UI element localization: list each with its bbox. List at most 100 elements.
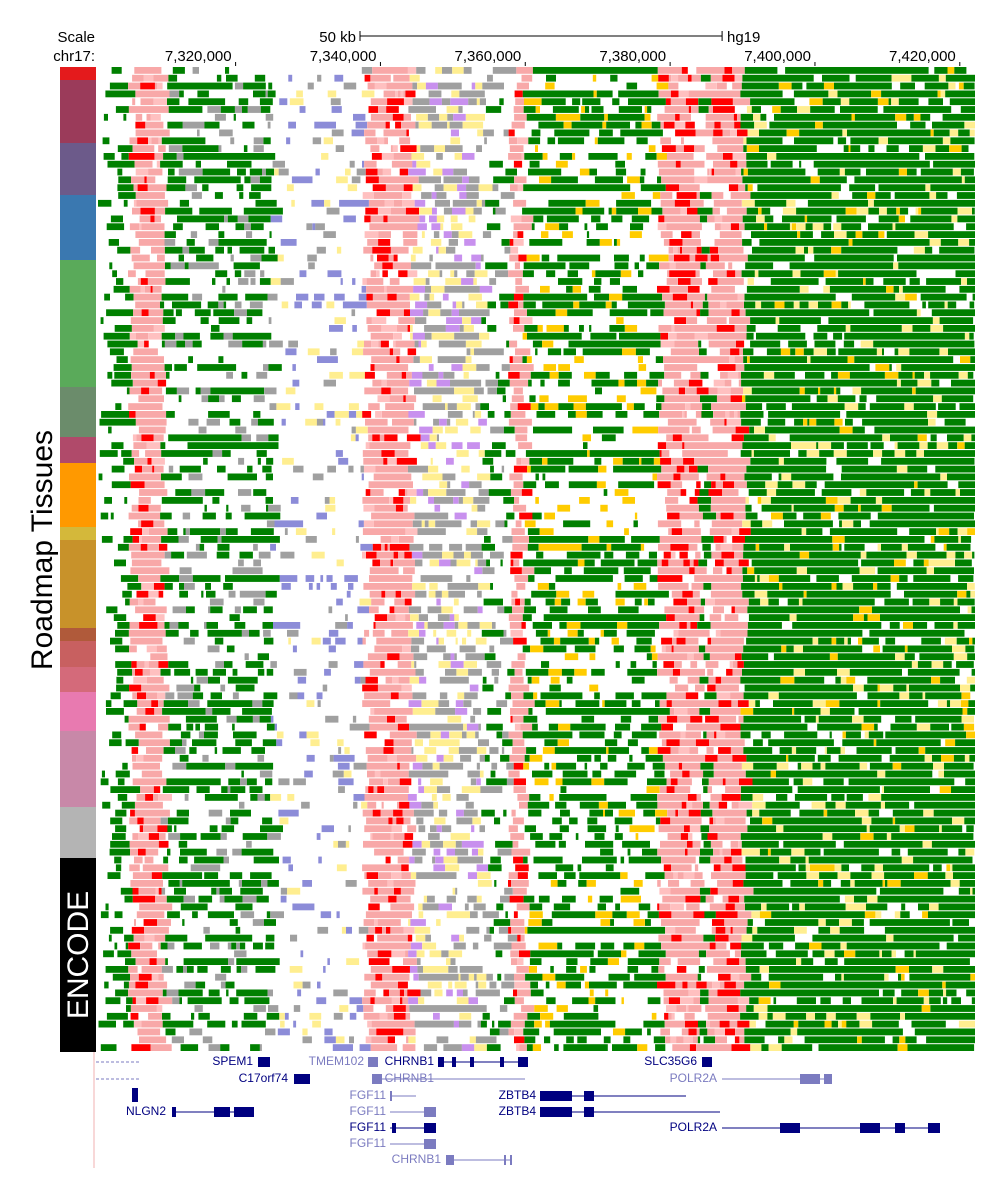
chromatin-segment <box>647 778 667 786</box>
chromatin-segment <box>451 934 460 942</box>
chromatin-segment <box>381 801 384 809</box>
chromatin-segment <box>269 340 283 348</box>
chromatin-segment <box>528 966 537 973</box>
chromatin-segment <box>153 325 165 332</box>
chromatin-segment <box>232 848 242 856</box>
chromatin-segment <box>243 606 257 614</box>
chromatin-segment <box>384 137 388 145</box>
chromatin-segment <box>524 153 543 160</box>
chromatin-segment <box>416 113 428 121</box>
chromatin-segment <box>559 825 569 833</box>
chromatin-segment <box>695 254 708 262</box>
chromatin-segment <box>468 215 476 223</box>
chromatin-segment <box>370 254 374 262</box>
chromatin-segment <box>658 379 662 387</box>
chromatin-segment <box>253 489 267 496</box>
chromatin-segment <box>424 293 430 301</box>
chromatin-segment <box>524 98 542 106</box>
chromatin-segment <box>186 551 207 559</box>
chromatin-segment <box>256 371 268 379</box>
chromatin-segment <box>327 465 336 473</box>
chromatin-segment <box>739 958 746 965</box>
chromatin-segment <box>114 942 118 950</box>
chromatin-segment <box>921 1005 931 1012</box>
chromatin-segment <box>391 997 400 1005</box>
chromatin-segment <box>243 145 248 152</box>
gene-exon <box>214 1107 230 1117</box>
chromatin-segment <box>777 325 801 332</box>
chromatin-segment <box>958 1020 975 1028</box>
chromatin-segment <box>133 348 158 356</box>
chromatin-segment <box>198 426 207 434</box>
chromatin-segment <box>318 856 322 864</box>
chromatin-segment <box>543 645 567 653</box>
chromatin-segment <box>128 966 138 973</box>
chromatin-segment <box>245 293 268 301</box>
chromatin-segment <box>676 192 697 199</box>
chromatin-segment <box>510 551 523 559</box>
chromatin-segment <box>863 278 866 285</box>
chromatin-segment <box>589 989 594 997</box>
chromatin-segment <box>424 747 437 754</box>
chromatin-segment <box>715 684 739 692</box>
gene-label: ZBTB4 <box>499 1088 537 1102</box>
chromatin-segment <box>262 622 273 629</box>
chromatin-segment <box>812 700 826 707</box>
chromatin-segment <box>321 825 334 833</box>
chromatin-segment <box>715 629 721 637</box>
chromatin-segment <box>850 325 902 332</box>
chromatin-segment <box>667 512 680 520</box>
chromatin-segment <box>676 637 686 645</box>
chromatin-segment <box>244 653 249 661</box>
chromatin-segment <box>698 504 711 512</box>
chromatin-segment <box>510 364 534 371</box>
chromatin-segment <box>664 215 700 223</box>
chromatin-segment <box>551 176 578 184</box>
chromatin-segment <box>881 543 902 551</box>
chromatin-segment <box>259 176 272 184</box>
chromatin-segment <box>878 184 926 192</box>
chromatin-segment <box>745 872 774 879</box>
chromatin-segment <box>198 1012 210 1020</box>
chromatin-segment <box>480 1020 487 1028</box>
chromatin-segment <box>952 817 965 825</box>
chromatin-segment <box>182 512 191 520</box>
chromatin-segment <box>729 1020 738 1028</box>
chromatin-segment <box>363 661 381 668</box>
chromatin-segment <box>916 723 931 731</box>
chromatin-segment <box>513 199 527 207</box>
chromatin-segment <box>443 184 458 192</box>
chromatin-segment <box>661 145 676 152</box>
chromatin-segment <box>512 817 524 825</box>
chromatin-segment <box>909 684 961 692</box>
chromatin-segment <box>748 700 756 707</box>
chromatin-segment <box>750 1044 762 1051</box>
chromatin-segment <box>796 614 854 621</box>
chromatin-segment <box>745 770 771 778</box>
chromatin-segment <box>241 770 244 778</box>
chromatin-segment <box>462 153 475 160</box>
chromatin-segment <box>549 606 568 614</box>
chromatin-segment <box>123 199 128 207</box>
chromatin-segment <box>759 809 791 817</box>
chromatin-segment <box>98 473 103 481</box>
chromatin-segment <box>326 207 340 215</box>
chromatin-segment <box>477 1020 481 1028</box>
chromatin-segment <box>710 708 741 715</box>
chromatin-segment <box>403 958 417 965</box>
chromatin-segment <box>563 348 576 356</box>
chromatin-segment <box>309 1012 322 1020</box>
chromatin-segment <box>280 278 294 285</box>
chromatin-segment <box>877 895 975 903</box>
x-tick-label: 7,360,000 <box>455 48 522 65</box>
chromatin-segment <box>928 301 945 309</box>
chromatin-segment <box>245 661 264 668</box>
chromatin-segment <box>883 278 906 285</box>
chromatin-segment <box>818 442 832 449</box>
chromatin-segment <box>892 817 896 825</box>
chromatin-segment <box>452 67 464 74</box>
chromatin-segment <box>233 731 257 739</box>
chromatin-segment <box>115 825 127 833</box>
chromatin-segment <box>120 887 133 895</box>
chromatin-segment <box>212 497 220 504</box>
